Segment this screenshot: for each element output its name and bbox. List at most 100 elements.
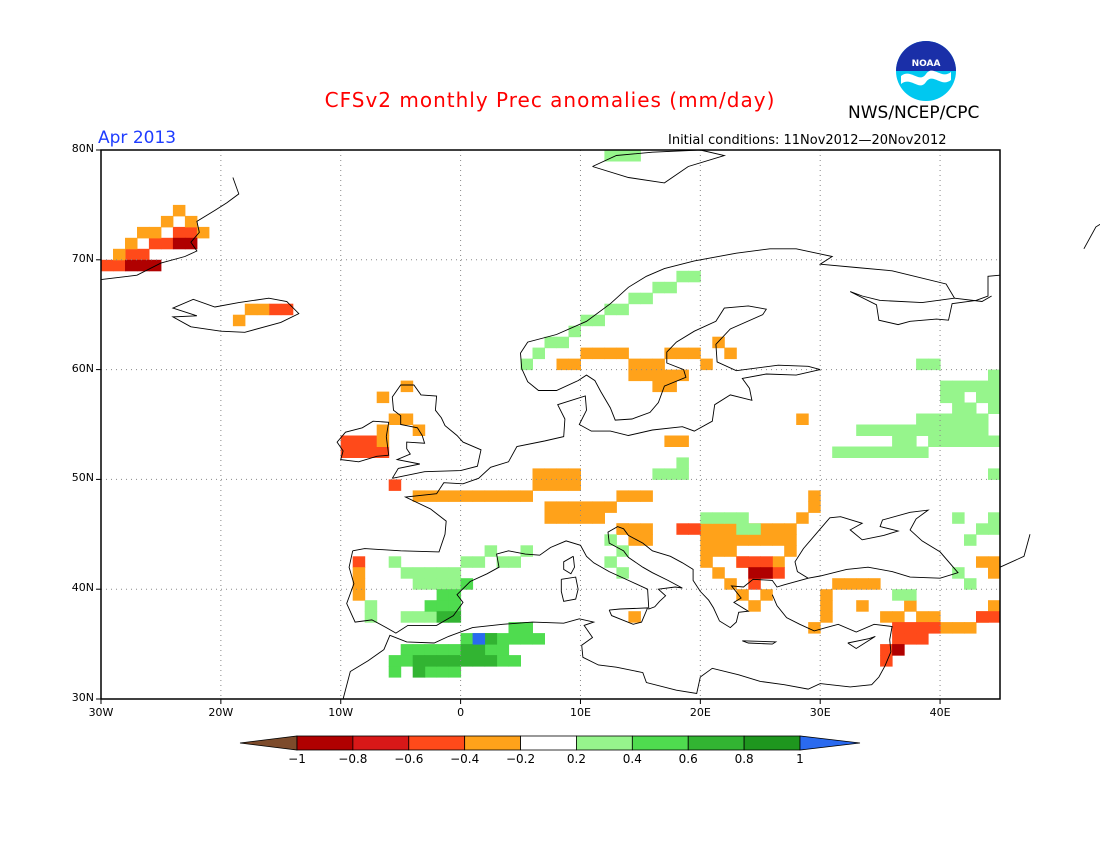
anomaly-cell bbox=[904, 622, 917, 634]
anomaly-cell bbox=[676, 468, 689, 480]
colorbar-tick-label: −0.8 bbox=[338, 752, 368, 766]
colorbar-segment bbox=[464, 735, 521, 751]
colorbar-arrow-high bbox=[799, 735, 861, 751]
anomaly-cell bbox=[904, 600, 917, 612]
anomaly-cell bbox=[412, 611, 426, 623]
anomaly-cell bbox=[448, 655, 462, 667]
anomaly-cell bbox=[628, 150, 641, 162]
anomaly-cell bbox=[856, 578, 869, 590]
anomaly-cell bbox=[664, 468, 677, 480]
anomaly-cell bbox=[580, 501, 593, 513]
anomaly-cell bbox=[892, 589, 905, 601]
anomaly-cell bbox=[652, 281, 665, 294]
anomaly-cell bbox=[964, 435, 977, 447]
anomaly-cell bbox=[772, 523, 785, 535]
noaa-logo: NOAA bbox=[896, 41, 956, 101]
anomaly-cell bbox=[892, 644, 905, 656]
anomaly-cell bbox=[448, 578, 462, 590]
anomaly-cell bbox=[196, 226, 210, 239]
anomaly-cell bbox=[604, 556, 617, 568]
anomaly-cell bbox=[928, 413, 941, 425]
colorbar-segment bbox=[743, 735, 801, 751]
anomaly-cell bbox=[532, 479, 545, 491]
anomaly-cell bbox=[652, 369, 665, 382]
anomaly-cell bbox=[352, 446, 366, 458]
anomaly-cell bbox=[712, 567, 725, 579]
coastline bbox=[1083, 223, 1100, 250]
anomaly-cell bbox=[940, 622, 953, 634]
anomaly-cell bbox=[712, 523, 725, 535]
title: CFSv2 monthly Prec anomalies (mm/day) bbox=[324, 88, 776, 112]
lon-tick-label: 20W bbox=[208, 706, 234, 719]
anomaly-cell bbox=[352, 435, 366, 447]
anomaly-cell bbox=[688, 523, 701, 535]
map-frame bbox=[100, 149, 1001, 700]
anomaly-cell bbox=[388, 655, 402, 667]
anomaly-cell bbox=[352, 567, 366, 579]
anomaly-cell bbox=[940, 413, 953, 425]
anomaly-cell bbox=[400, 611, 414, 623]
anomaly-cell bbox=[748, 578, 761, 590]
anomaly-cell bbox=[712, 512, 725, 524]
anomaly-cell bbox=[664, 347, 677, 360]
anomaly-cell bbox=[628, 523, 641, 535]
anomaly-cell bbox=[364, 435, 378, 447]
anomaly-cell bbox=[784, 523, 797, 535]
anomaly-cell bbox=[628, 490, 641, 502]
anomaly-cell bbox=[592, 512, 605, 524]
anomaly-cell bbox=[724, 578, 737, 590]
anomaly-cell bbox=[688, 270, 701, 283]
anomaly-cell bbox=[988, 468, 1001, 480]
anomaly-cell bbox=[137, 248, 150, 261]
colorbar-segment bbox=[408, 735, 466, 751]
anomaly-cell bbox=[976, 391, 989, 404]
colorbar-segment bbox=[352, 735, 410, 751]
anomaly-cell bbox=[556, 358, 569, 371]
anomaly-cell bbox=[520, 545, 533, 557]
anomaly-cell bbox=[616, 545, 629, 557]
colorbar-segment bbox=[576, 735, 633, 751]
anomaly-cell bbox=[460, 644, 474, 656]
anomaly-cell bbox=[544, 468, 557, 480]
anomaly-cell bbox=[964, 622, 977, 634]
anomaly-cell bbox=[892, 424, 905, 436]
anomaly-cell bbox=[748, 600, 761, 612]
anomaly-cell bbox=[352, 589, 366, 601]
anomaly-cell bbox=[952, 413, 965, 425]
anomaly-cell bbox=[964, 578, 977, 590]
anomaly-cell bbox=[880, 446, 893, 458]
anomaly-cell bbox=[508, 655, 521, 667]
anomaly-cell bbox=[736, 589, 749, 601]
anomaly-cell bbox=[952, 435, 965, 447]
anomaly-cell bbox=[964, 413, 977, 425]
anomaly-cell bbox=[700, 512, 713, 524]
coastline bbox=[954, 295, 992, 302]
anomaly-cell bbox=[640, 490, 653, 502]
anomaly-cell bbox=[808, 622, 821, 634]
anomaly-cell bbox=[868, 446, 881, 458]
coastline bbox=[563, 555, 575, 575]
anomaly-cell bbox=[976, 380, 989, 393]
anomaly-cell bbox=[724, 534, 737, 546]
anomaly-cell bbox=[184, 215, 198, 228]
anomaly-cell bbox=[988, 523, 1001, 535]
anomaly-cell bbox=[148, 226, 162, 239]
anomaly-cell bbox=[928, 611, 941, 623]
anomaly-cell bbox=[628, 534, 641, 546]
lon-tick-label: 40E bbox=[929, 706, 951, 719]
anomaly-cell bbox=[400, 380, 414, 393]
anomaly-cell bbox=[892, 611, 905, 623]
anomaly-cell bbox=[340, 446, 354, 458]
anomaly-cell bbox=[172, 204, 186, 217]
anomaly-cell bbox=[484, 644, 498, 656]
anomaly-cell bbox=[616, 490, 629, 502]
anomaly-cell bbox=[244, 303, 258, 316]
anomaly-cell bbox=[424, 567, 438, 579]
colorbar-tick-label: −0.6 bbox=[394, 752, 424, 766]
colorbar-tick-label: 0.4 bbox=[622, 752, 642, 766]
coastline bbox=[336, 420, 390, 463]
anomaly-cell bbox=[436, 611, 450, 623]
anomaly-cell bbox=[388, 413, 402, 425]
anomaly-cell bbox=[988, 600, 1001, 612]
anomaly-cell bbox=[484, 655, 498, 667]
